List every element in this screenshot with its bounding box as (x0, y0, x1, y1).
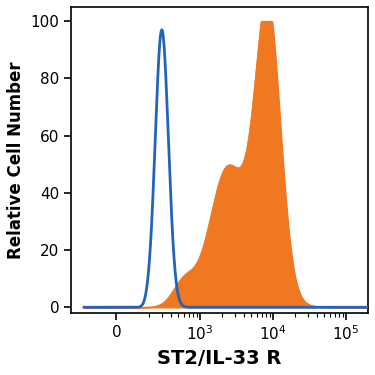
Y-axis label: Relative Cell Number: Relative Cell Number (7, 61, 25, 259)
X-axis label: ST2/IL-33 R: ST2/IL-33 R (158, 349, 282, 368)
